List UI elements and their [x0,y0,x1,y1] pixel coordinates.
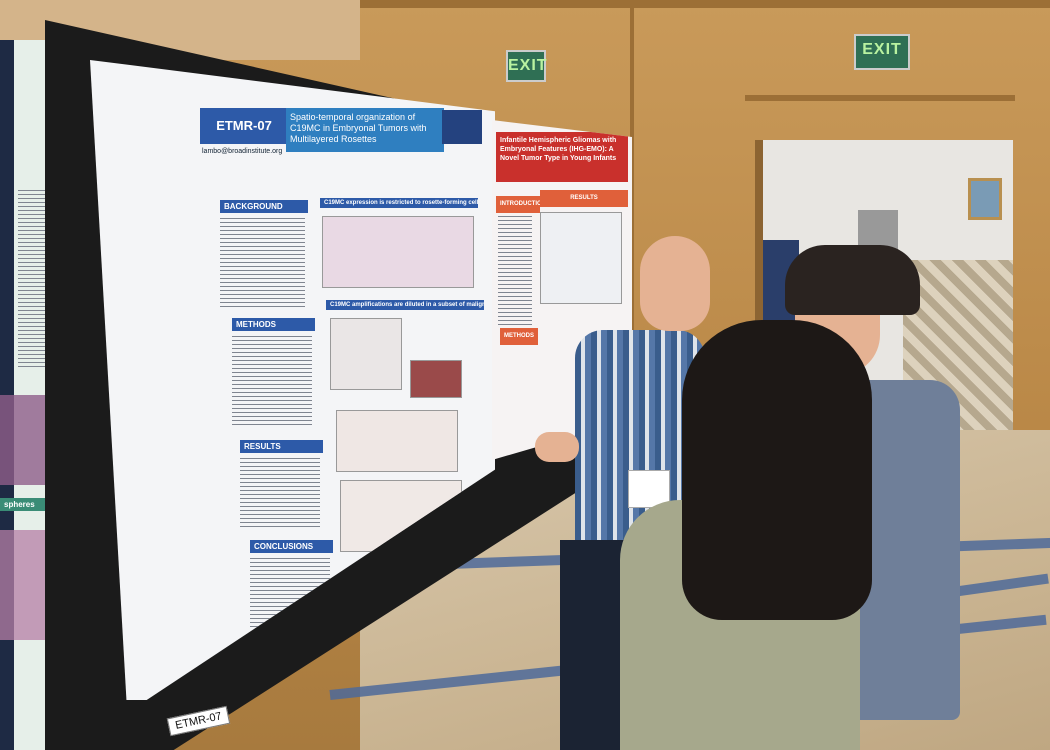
section-background: BACKGROUND [220,200,308,213]
presenter-head [640,236,710,331]
results-figure [540,212,622,304]
section-introduction: INTRODUCTION [496,196,546,213]
figure-3 [336,410,458,472]
figure-heading-1: C19MC expression is restricted to rosett… [320,198,478,208]
heatmap-figure [330,318,402,390]
background-text [220,218,305,308]
figure-heading-2: C19MC amplifications are diluted in a su… [326,300,484,310]
figure-1 [322,216,474,288]
wall-picture [968,178,1002,220]
presenter-hand [535,432,579,462]
poster-email: lambo@broadinstitute.org [202,148,283,155]
section-results: RESULTS [240,440,323,453]
section-methods-right: METHODS [500,328,538,345]
results-text [240,458,320,528]
poster-id: ETMR-07 [200,108,288,144]
tissue-figure [410,360,462,398]
poster-title: Spatio-temporal organization of C19MC in… [286,108,444,152]
wall-panel-seam [630,0,634,330]
section-conclusions: CONCLUSIONS [250,540,333,553]
methods-text [232,336,312,426]
institution-logo [442,110,482,144]
section-results-right: RESULTS [540,190,628,207]
exit-sign-right: EXIT [854,34,910,70]
attendee-man-hair [785,245,920,315]
attendee-woman-hair [682,320,872,620]
section-methods: METHODS [232,318,315,331]
exit-sign-left: EXIT [506,50,547,82]
door-header-trim [745,95,1015,101]
second-poster-title: Infantile Hemispheric Gliomas with Embry… [496,132,628,182]
ceiling-trim [360,0,1050,8]
second-poster: Infantile Hemispheric Gliomas with Embry… [492,120,632,460]
intro-text [498,216,532,326]
